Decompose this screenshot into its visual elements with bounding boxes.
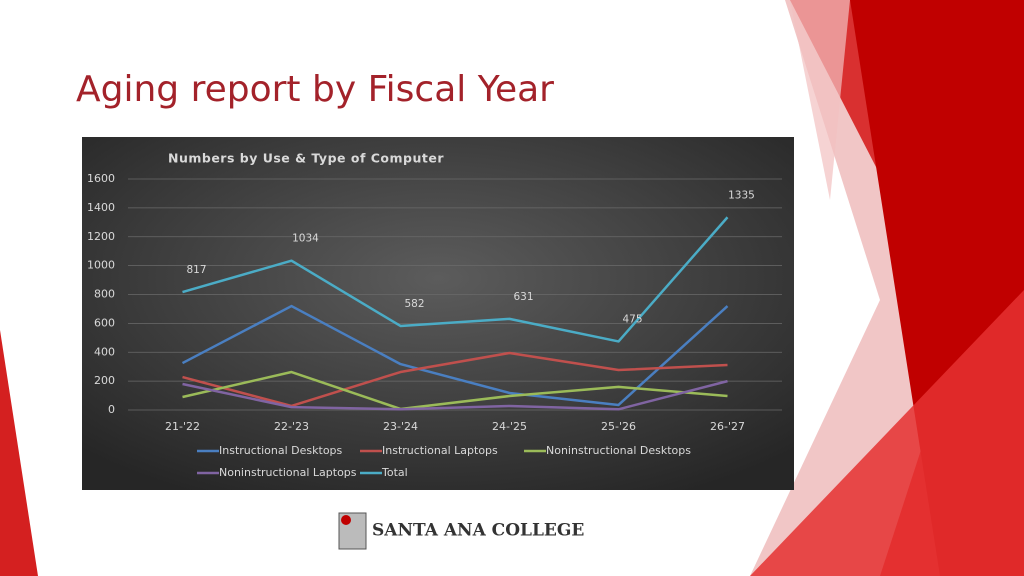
series-line (182, 351, 728, 408)
y-tick-label: 1400 (87, 201, 115, 214)
x-tick-label: 26-'27 (710, 420, 745, 433)
data-label: 582 (404, 298, 424, 310)
y-tick-label: 0 (108, 403, 115, 416)
y-tick-label: 1600 (87, 172, 115, 185)
legend-label: Noninstructional Laptops (219, 466, 357, 479)
data-label: 817 (186, 264, 206, 276)
legend-label: Instructional Laptops (382, 444, 498, 457)
y-tick-label: 1200 (87, 230, 115, 243)
x-tick-label: 21-'22 (165, 420, 200, 433)
legend-label: Instructional Desktops (219, 444, 343, 457)
chart-title: Numbers by Use & Type of Computer (168, 151, 444, 166)
data-label: 1034 (292, 233, 319, 245)
y-tick-label: 1000 (87, 259, 115, 272)
decor (750, 290, 1024, 576)
legend-label: Total (381, 466, 408, 479)
logo-icon (341, 515, 351, 525)
data-label: 475 (622, 313, 642, 325)
chart-panel (82, 137, 794, 490)
x-tick-label: 23-'24 (383, 420, 418, 433)
y-tick-label: 800 (94, 288, 115, 301)
decor (0, 330, 38, 576)
logo-text: SANTA ANA COLLEGE (372, 521, 584, 541)
x-tick-label: 22-'23 (274, 420, 309, 433)
series-line (182, 379, 728, 411)
x-tick-label: 24-'25 (492, 420, 527, 433)
slide-title: Aging report by Fiscal Year (76, 69, 554, 110)
series-line (182, 216, 729, 343)
y-tick-label: 600 (94, 316, 115, 329)
data-label: 1335 (728, 189, 755, 201)
data-label: 631 (513, 291, 533, 303)
y-tick-label: 200 (94, 374, 115, 387)
decor (790, 0, 850, 200)
x-tick-label: 25-'26 (601, 420, 636, 433)
series-line (182, 370, 728, 411)
y-tick-label: 400 (94, 345, 115, 358)
chart: Numbers by Use & Type of Computer 0 200 40… (87, 151, 782, 479)
legend-label: Noninstructional Desktops (546, 444, 691, 457)
